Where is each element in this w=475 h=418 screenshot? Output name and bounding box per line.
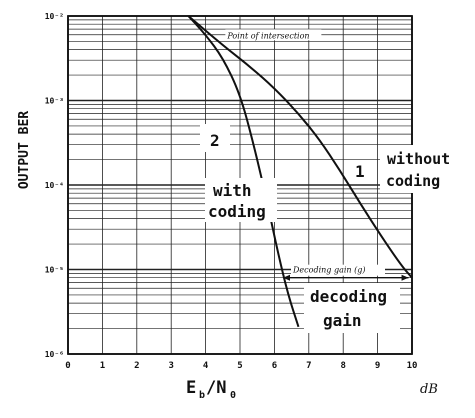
x-tick-label: 2 [134, 361, 139, 371]
x-tick-label: 7 [306, 361, 311, 371]
y-tick-label: 10⁻⁵ [45, 266, 64, 275]
tick-labels: 0 1 2 3 4 5 6 7 8 9 10 10⁻² 10⁻³ 10⁻⁴ 10⁻⁵ 10⁻⁶ [45, 12, 418, 371]
intersection-label: Point of intersection [226, 31, 309, 40]
series-2-label-bg [205, 178, 277, 222]
y-tick-label: 10⁻² [45, 12, 64, 21]
x-axis-label-sub-0: 0 [230, 390, 236, 401]
x-tick-label: 10 [407, 361, 418, 371]
y-tick-label: 10⁻⁶ [45, 350, 64, 359]
series-2-number-bg [200, 124, 230, 152]
y-axis-label: OUTPUT BER [17, 111, 32, 189]
decoding-gain-arrow-head-left [283, 274, 290, 281]
x-tick-label: 3 [168, 361, 173, 371]
x-tick-label: 8 [340, 361, 345, 371]
decoding-gain-big-line1: decoding [310, 287, 387, 306]
x-axis-label-e: E [186, 378, 196, 398]
x-tick-label: 1 [100, 361, 105, 371]
y-tick-label: 10⁻³ [45, 97, 64, 106]
decoding-gain-small-label: Decoding gain (g) [292, 266, 365, 275]
decoding-gain-big-line2: gain [323, 311, 362, 330]
annotations: Point of intersection 2 with coding 1 without… [200, 29, 464, 333]
series-line-with-coding [187, 15, 300, 328]
series-2-number: 2 [210, 131, 220, 150]
decoding-gain-arrow-head-right [401, 274, 409, 281]
x-tick-label: 0 [65, 361, 70, 371]
series-1-label-line2: coding [386, 172, 440, 190]
decoding-gain-big-bg [304, 283, 400, 333]
x-tick-label: 5 [237, 361, 242, 371]
x-unit-label: dB [420, 382, 438, 397]
y-tick-label: 10⁻⁴ [45, 181, 64, 190]
decoding-gain-small-bg [291, 264, 385, 276]
x-axis-label-sub-b: b [199, 390, 205, 401]
intersection-label-bg [225, 29, 322, 41]
x-tick-label: 4 [203, 361, 209, 371]
series [187, 15, 413, 328]
series-2-label-line1: with [213, 181, 252, 200]
series-1-label-line1: without [387, 150, 450, 168]
x-axis-label-n: /N [206, 378, 226, 398]
series-2-label-line2: coding [208, 202, 266, 221]
x-tick-label: 6 [272, 361, 277, 371]
series-line-without-coding [187, 15, 413, 279]
series-1-number: 1 [355, 162, 365, 181]
series-1-label-bg [380, 145, 464, 193]
x-tick-label: 9 [375, 361, 380, 371]
